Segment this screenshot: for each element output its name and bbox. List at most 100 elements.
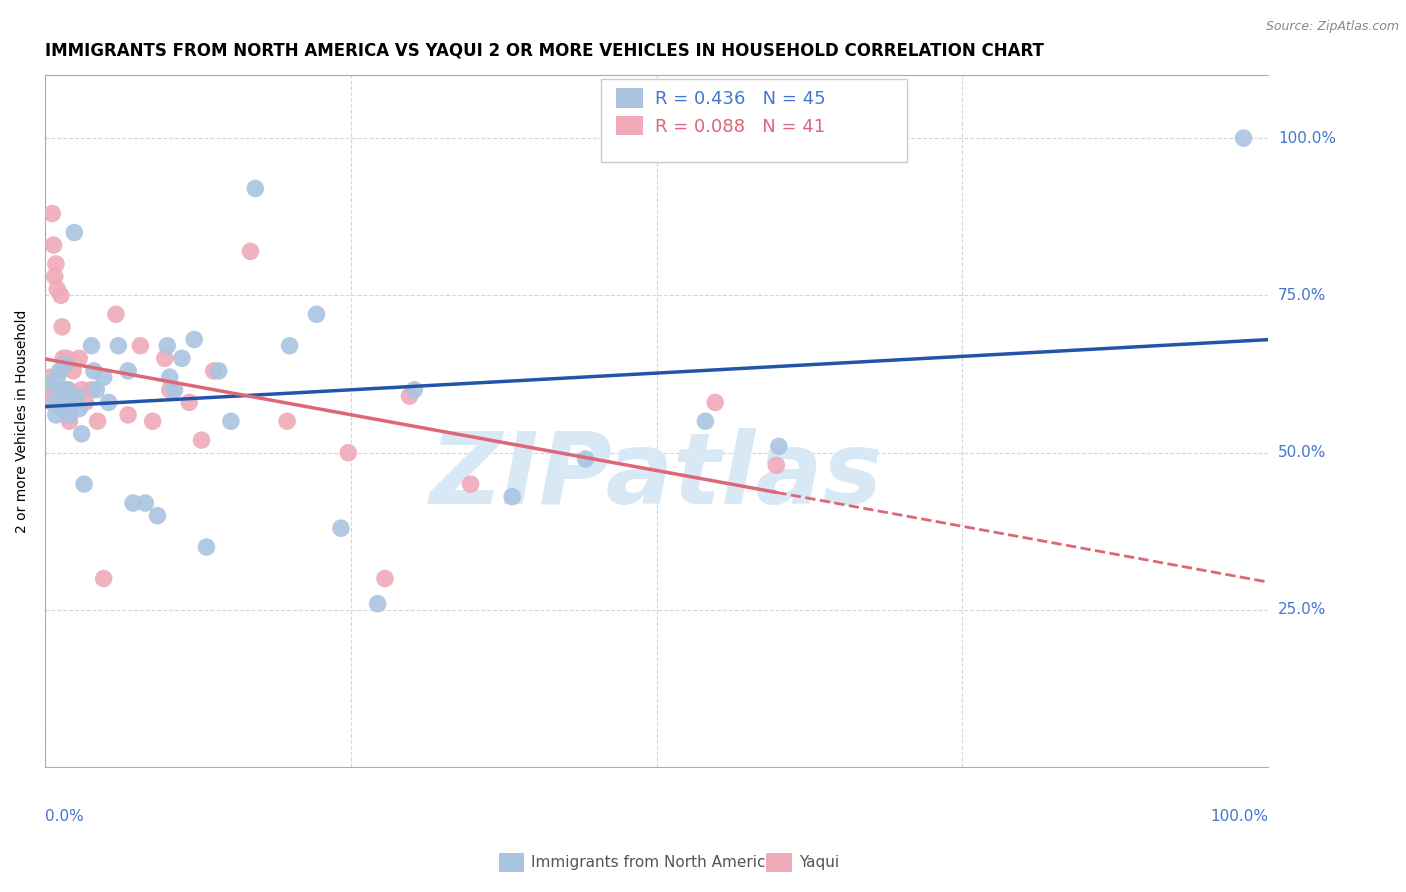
Point — [460, 477, 482, 491]
Point — [52, 351, 75, 366]
Point — [51, 319, 73, 334]
Text: 25.0%: 25.0% — [1278, 602, 1326, 617]
Point — [56, 383, 79, 397]
Point — [117, 364, 139, 378]
Point — [38, 376, 60, 391]
Text: IMMIGRANTS FROM NORTH AMERICA VS YAQUI 2 OR MORE VEHICLES IN HOUSEHOLD CORRELATI: IMMIGRANTS FROM NORTH AMERICA VS YAQUI 2… — [45, 42, 1043, 60]
Bar — [616, 116, 643, 136]
Point — [41, 206, 63, 220]
Point — [278, 339, 301, 353]
Point — [46, 370, 69, 384]
Point — [62, 364, 84, 378]
Point — [374, 572, 396, 586]
Point — [153, 351, 176, 366]
Bar — [616, 88, 643, 108]
Y-axis label: 2 or more Vehicles in Household: 2 or more Vehicles in Household — [15, 310, 30, 533]
Point — [51, 401, 73, 416]
Point — [80, 383, 103, 397]
Point — [45, 408, 67, 422]
Point — [58, 414, 80, 428]
Point — [48, 364, 70, 378]
Point — [45, 257, 67, 271]
Text: 0.0%: 0.0% — [45, 809, 84, 824]
Point — [330, 521, 353, 535]
Point — [134, 496, 156, 510]
Point — [49, 383, 72, 397]
Point — [202, 364, 225, 378]
Point — [501, 490, 523, 504]
Point — [765, 458, 787, 473]
Text: 100.0%: 100.0% — [1211, 809, 1268, 824]
Point — [190, 433, 212, 447]
Point — [159, 370, 181, 384]
Point — [93, 370, 115, 384]
Point — [42, 238, 65, 252]
Text: ZIPatlas: ZIPatlas — [430, 428, 883, 525]
Point — [67, 351, 90, 366]
Point — [38, 370, 60, 384]
Point — [86, 383, 108, 397]
Point — [80, 339, 103, 353]
Point — [44, 395, 66, 409]
Point — [104, 307, 127, 321]
Point — [245, 181, 267, 195]
Point — [239, 244, 262, 259]
Point — [66, 389, 89, 403]
Text: 100.0%: 100.0% — [1278, 130, 1336, 145]
Text: Source: ZipAtlas.com: Source: ZipAtlas.com — [1265, 20, 1399, 33]
Point — [695, 414, 717, 428]
Point — [83, 364, 105, 378]
Point — [163, 383, 186, 397]
Point — [75, 395, 97, 409]
Point — [70, 426, 93, 441]
Point — [53, 358, 76, 372]
Point — [367, 597, 389, 611]
Point — [704, 395, 727, 409]
Point — [44, 269, 66, 284]
Text: Immigrants from North America: Immigrants from North America — [531, 855, 775, 870]
Point — [404, 383, 426, 397]
Point — [170, 351, 193, 366]
Point — [219, 414, 242, 428]
Text: Yaqui: Yaqui — [799, 855, 839, 870]
Point — [574, 452, 596, 467]
Point — [70, 383, 93, 397]
Point — [398, 389, 420, 403]
Text: R = 0.088   N = 41: R = 0.088 N = 41 — [655, 118, 825, 136]
FancyBboxPatch shape — [602, 78, 907, 161]
Point — [67, 401, 90, 416]
Point — [97, 395, 120, 409]
Point — [86, 414, 108, 428]
Point — [58, 383, 80, 397]
Point — [56, 351, 79, 366]
Point — [142, 414, 165, 428]
Point — [65, 395, 87, 409]
Point — [276, 414, 298, 428]
Text: 75.0%: 75.0% — [1278, 288, 1326, 303]
Point — [117, 408, 139, 422]
Point — [63, 226, 86, 240]
Point — [58, 395, 80, 409]
Point — [49, 288, 72, 302]
Point — [48, 383, 70, 397]
Point — [39, 383, 62, 397]
Point — [208, 364, 231, 378]
Point — [53, 383, 76, 397]
Text: 50.0%: 50.0% — [1278, 445, 1326, 460]
Point — [146, 508, 169, 523]
Point — [159, 383, 181, 397]
Point — [768, 439, 790, 453]
Point — [195, 540, 218, 554]
Text: R = 0.436   N = 45: R = 0.436 N = 45 — [655, 90, 825, 109]
Point — [183, 333, 205, 347]
Point — [156, 339, 179, 353]
Point — [122, 496, 145, 510]
Point — [73, 477, 96, 491]
Point — [58, 408, 80, 422]
Point — [129, 339, 152, 353]
Point — [46, 282, 69, 296]
Point — [1232, 131, 1254, 145]
Point — [93, 572, 115, 586]
Point — [41, 395, 63, 409]
Point — [179, 395, 201, 409]
